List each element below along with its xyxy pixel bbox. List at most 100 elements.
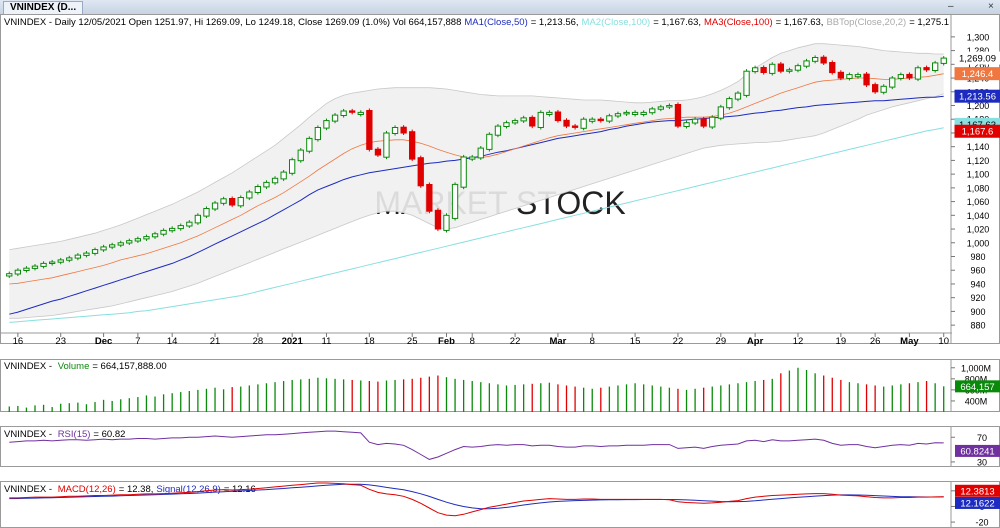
date-tick-label: 19 [836,336,847,347]
candle [563,118,570,129]
price-tick-label: 1,060 [967,197,990,207]
candle [846,72,853,81]
date-tick-label: 28 [253,336,264,347]
candle [777,61,785,74]
candle-body [709,116,716,128]
candle-body [812,57,819,62]
candle-body [889,77,896,88]
candle [914,65,922,82]
date-tick-label: 14 [167,336,178,347]
candle-body [854,74,862,78]
close-icon[interactable]: × [988,1,994,12]
price-tick-label: 1,200 [967,101,990,111]
legend-item: BBTop(Close,20,2) [826,17,906,28]
candle-body [383,132,390,158]
candle-body [254,186,261,193]
candle-body [289,159,296,174]
candle [460,154,467,190]
candle [409,129,416,162]
candle [254,184,261,195]
price-header: VNINDEX - Daily 12/05/2021 Open 1251.97,… [4,17,949,28]
candle [331,113,339,124]
candle-body [657,106,665,110]
candle [691,117,699,126]
legend-item: = 1,213.56, [531,17,579,28]
candle [580,117,587,131]
price-tick-label: 1,280 [967,46,990,56]
candle-body [31,265,39,269]
candle-body [57,259,64,263]
price-tick-label: 1,040 [967,211,990,221]
candle-body [23,267,30,271]
price-badge [954,124,1000,138]
macd-tick-label: -20 [975,518,988,528]
legend-item: = 60.82 [93,429,125,440]
candle [649,106,656,115]
candle-body [923,67,930,71]
bollinger-band-area [9,43,944,319]
price-tick-label: 880 [970,321,985,331]
candle-body [314,127,322,141]
candle [494,124,502,138]
candle [511,118,519,125]
candle [6,271,13,278]
candle [203,206,210,219]
legend-item: MA3(Close,100) [704,17,773,28]
volume-tick-label: 400M [965,396,988,406]
candle [134,236,141,243]
volume-badge [955,380,1000,393]
candle [349,108,356,115]
candle [14,268,21,277]
candle [31,264,39,271]
date-tick-label: 21 [210,336,221,347]
candle-body [409,131,416,160]
candle [923,65,930,72]
candle-body [932,62,939,72]
price-tick-label: 1,000 [967,238,990,248]
candle-body [83,252,90,256]
candle-body [734,92,742,100]
minimize-icon[interactable]: – [948,1,954,12]
price-tick-label: 1,080 [967,183,990,193]
candle [666,103,673,110]
macd-badge [955,496,1000,509]
stock-chart[interactable]: MARKET STOCK8809009209409609801,0001,020… [0,14,1000,528]
candle [280,170,287,181]
candle [717,104,725,121]
candle-body [443,214,450,231]
candle [769,62,776,76]
candle-body [237,197,244,207]
candle-body [306,137,313,152]
date-tick-label: 26 [870,336,881,347]
candle-body [563,119,570,127]
date-tick-label: 25 [407,336,418,347]
candle [443,213,450,233]
candle-body [554,111,562,122]
candle-body [477,147,484,159]
candle-body [503,122,510,127]
candle-body [743,70,750,96]
candle [897,72,905,81]
volume-badge-label: 664,157 [960,382,994,393]
candle [220,196,227,206]
date-tick-label: 7 [135,336,140,347]
candle-body [897,74,905,79]
candle-body [640,111,647,116]
candle-body [100,246,107,251]
legend-item: MA2(Close,100) [582,17,651,28]
candle-body [691,118,699,124]
candle-body [74,254,81,259]
candle [657,104,665,112]
candle-body [40,262,47,267]
candle [194,213,201,225]
price-badge [954,89,1000,103]
chart-tab-title[interactable]: VNINDEX (D... [3,1,84,14]
macd-panel [0,481,1000,528]
legend-item: Signal(12,26,9) [156,484,220,495]
candle-body [631,111,639,116]
candle [169,226,176,233]
candle [229,196,236,208]
candle [597,117,604,123]
candle [143,234,150,241]
candle-body [391,127,399,134]
